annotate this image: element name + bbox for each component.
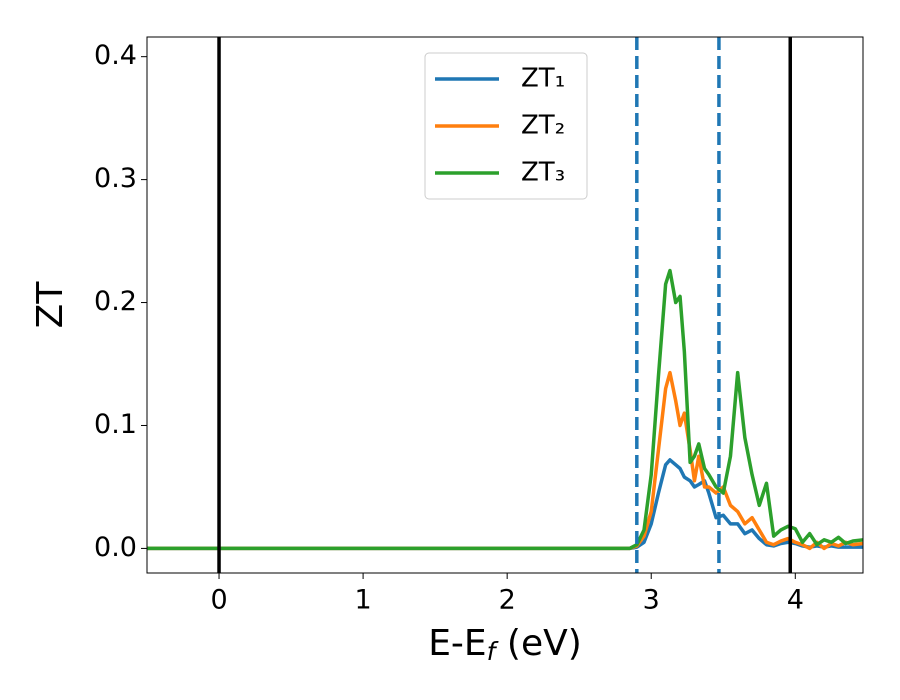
legend-box (424, 52, 588, 200)
y-tick-label: 0.1 (94, 409, 137, 440)
y-axis-label: ZT (30, 281, 71, 329)
y-tick-label: 0.3 (94, 163, 137, 194)
legend-label: ZT₃ (521, 158, 565, 188)
legend-label: ZT₁ (521, 64, 565, 94)
x-axis-label-main: E-E (428, 623, 486, 664)
legend-label: ZT₂ (521, 111, 565, 141)
x-tick-label: 4 (787, 585, 804, 616)
x-axis-label-tail: (eV) (495, 623, 581, 664)
x-tick-label: 2 (499, 585, 516, 616)
y-tick-label: 0.2 (94, 286, 137, 317)
series-line (147, 268, 863, 551)
series-line (147, 458, 863, 551)
x-tick-label: 0 (210, 585, 227, 616)
x-tick-label: 3 (643, 585, 660, 616)
x-axis-label: E-Ef (eV) (428, 623, 582, 666)
y-tick-label: 0.0 (94, 532, 137, 563)
x-tick-label: 1 (355, 585, 372, 616)
plot-area (147, 268, 863, 551)
series-line (147, 370, 863, 551)
y-tick-label: 0.4 (94, 40, 137, 71)
plot-frame (146, 36, 864, 574)
